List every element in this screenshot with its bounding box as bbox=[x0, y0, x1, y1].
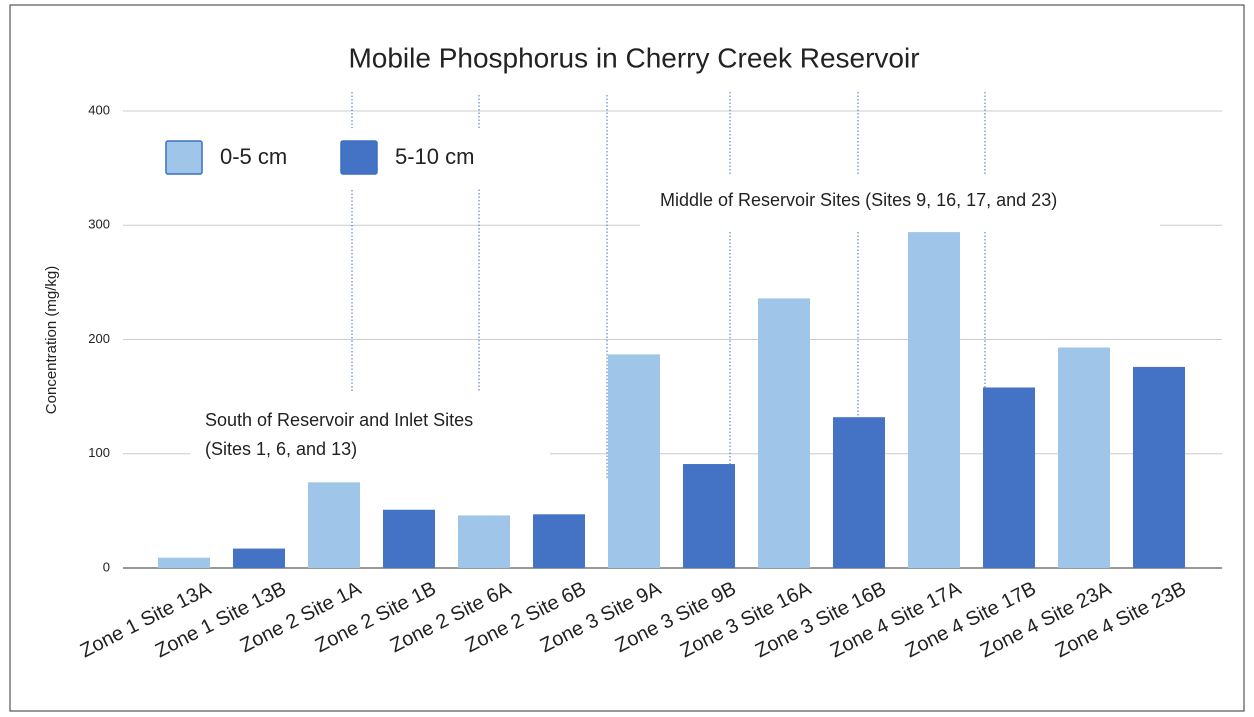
legend-swatch bbox=[340, 140, 378, 175]
bar bbox=[308, 482, 360, 568]
bar bbox=[1058, 347, 1110, 568]
bar bbox=[983, 387, 1035, 568]
y-tick-label: 100 bbox=[88, 445, 110, 460]
bar bbox=[158, 557, 210, 568]
x-tick-label: Zone 4 Site 23B bbox=[1052, 578, 1190, 663]
y-tick-label: 300 bbox=[88, 217, 110, 232]
y-tick-label: 200 bbox=[88, 331, 110, 346]
legend-label: 0-5 cm bbox=[220, 144, 287, 169]
legend-bg bbox=[150, 128, 510, 188]
annotation-bg bbox=[640, 175, 1160, 230]
bar bbox=[608, 354, 660, 568]
x-tick-label: Zone 3 Site 16A bbox=[677, 577, 815, 662]
bar bbox=[683, 464, 735, 568]
bar bbox=[383, 509, 435, 568]
bar bbox=[908, 232, 960, 569]
y-tick-label: 0 bbox=[103, 559, 110, 574]
x-tick-label: Zone 4 Site 17A bbox=[827, 577, 965, 662]
bar bbox=[533, 514, 585, 568]
annotation: South of Reservoir and Inlet Sites bbox=[205, 410, 473, 430]
annotation: Middle of Reservoir Sites (Sites 9, 16, … bbox=[660, 190, 1057, 210]
bar bbox=[1133, 366, 1185, 568]
legend-label: 5-10 cm bbox=[395, 144, 474, 169]
legend-swatch bbox=[165, 140, 203, 175]
frame bbox=[9, 4, 1245, 712]
x-tick-label: Zone 4 Site 17B bbox=[902, 578, 1040, 663]
bar bbox=[233, 548, 285, 568]
y-axis-label: Concentration (mg/kg) bbox=[43, 266, 60, 414]
x-tick-label: Zone 1 Site 13A bbox=[77, 577, 215, 662]
bar bbox=[758, 298, 810, 568]
y-tick-label: 400 bbox=[88, 102, 110, 117]
bar bbox=[458, 515, 510, 568]
x-tick-label: Zone 3 Site 16B bbox=[752, 578, 890, 663]
annotation: (Sites 1, 6, and 13) bbox=[205, 439, 357, 459]
x-tick-label: Zone 1 Site 13B bbox=[152, 578, 290, 663]
chart-title: Mobile Phosphorus in Cherry Creek Reserv… bbox=[348, 42, 919, 73]
x-tick-label: Zone 4 Site 23A bbox=[977, 577, 1115, 662]
annotation-bg bbox=[190, 400, 550, 466]
bar bbox=[833, 417, 885, 568]
